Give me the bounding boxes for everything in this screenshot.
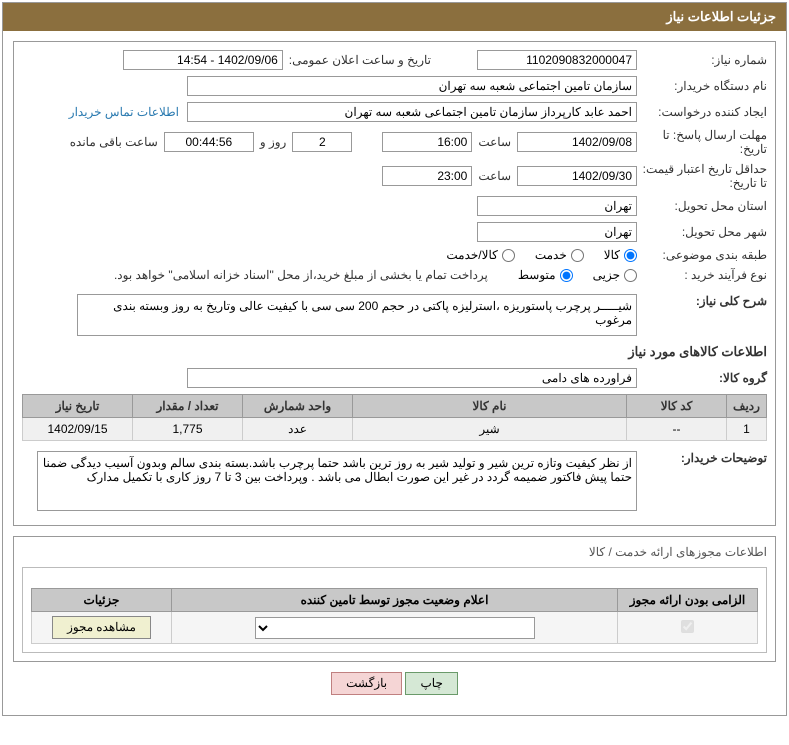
content-area: شماره نیاز: تاریخ و ساعت اعلان عمومی: نا… <box>3 31 786 715</box>
radio-medium-input[interactable] <box>560 269 573 282</box>
radio-service[interactable]: خدمت <box>535 248 584 262</box>
process-label: نوع فرآیند خرید : <box>637 268 767 282</box>
time-label-1: ساعت <box>472 135 517 149</box>
th-status: اعلام وضعیت مجوز توسط تامین کننده <box>172 589 618 612</box>
row-requester: ایجاد کننده درخواست: اطلاعات تماس خریدار <box>22 102 767 122</box>
radio-goods[interactable]: کالا <box>604 248 637 262</box>
process-radio-group: جزیی متوسط <box>518 268 637 282</box>
cell-name: شیر <box>353 418 627 441</box>
mandatory-checkbox <box>681 620 694 633</box>
time-remaining-input[interactable] <box>164 132 254 152</box>
time-label-2: ساعت <box>472 169 517 183</box>
goods-table-header-row: ردیف کد کالا نام کالا واحد شمارش تعداد /… <box>23 395 767 418</box>
row-process: نوع فرآیند خرید : جزیی متوسط پرداخت تمام… <box>22 268 767 282</box>
th-row: ردیف <box>727 395 767 418</box>
description-label: شرح کلی نیاز: <box>637 294 767 308</box>
radio-service-input[interactable] <box>571 249 584 262</box>
announce-datetime-input[interactable] <box>123 50 283 70</box>
license-inner: الزامی بودن ارائه مجوز اعلام وضعیت مجوز … <box>22 567 767 653</box>
th-details: جزئیات <box>32 589 172 612</box>
goods-group-input[interactable] <box>187 368 637 388</box>
license-row: مشاهده مجوز <box>32 612 758 644</box>
panel-header: جزئیات اطلاعات نیاز <box>3 3 786 31</box>
deadline-date-input[interactable] <box>517 132 637 152</box>
cell-mandatory <box>618 612 758 644</box>
license-section-title: اطلاعات مجوزهای ارائه خدمت / کالا <box>22 545 767 559</box>
treasury-note: پرداخت تمام یا بخشی از مبلغ خرید،از محل … <box>114 268 488 282</box>
cell-date: 1402/09/15 <box>23 418 133 441</box>
license-table: الزامی بودن ارائه مجوز اعلام وضعیت مجوز … <box>31 588 758 644</box>
table-row: 1 -- شیر عدد 1,775 1402/09/15 <box>23 418 767 441</box>
form-section-main: شماره نیاز: تاریخ و ساعت اعلان عمومی: نا… <box>13 41 776 526</box>
radio-partial[interactable]: جزیی <box>593 268 637 282</box>
need-number-label: شماره نیاز: <box>637 53 767 67</box>
radio-medium[interactable]: متوسط <box>518 268 573 282</box>
cell-code: -- <box>627 418 727 441</box>
category-label: طبقه بندی موضوعی: <box>637 248 767 262</box>
category-radio-group: کالا خدمت کالا/خدمت <box>446 248 637 262</box>
buyer-org-input[interactable] <box>187 76 637 96</box>
row-need-number: شماره نیاز: تاریخ و ساعت اعلان عمومی: <box>22 50 767 70</box>
th-name: نام کالا <box>353 395 627 418</box>
requester-label: ایجاد کننده درخواست: <box>637 105 767 119</box>
radio-partial-input[interactable] <box>624 269 637 282</box>
status-select[interactable] <box>255 617 535 639</box>
province-input[interactable] <box>477 196 637 216</box>
radio-goods-input[interactable] <box>624 249 637 262</box>
row-validity: حداقل تاریخ اعتبار قیمت: تا تاریخ: ساعت <box>22 162 767 190</box>
license-section: اطلاعات مجوزهای ارائه خدمت / کالا الزامی… <box>13 536 776 662</box>
radio-both-input[interactable] <box>502 249 515 262</box>
panel-title: جزئیات اطلاعات نیاز <box>666 9 776 24</box>
row-province: استان محل تحویل: <box>22 196 767 216</box>
requester-input[interactable] <box>187 102 637 122</box>
print-button[interactable]: چاپ <box>405 672 457 695</box>
cell-row: 1 <box>727 418 767 441</box>
province-label: استان محل تحویل: <box>637 199 767 213</box>
city-input[interactable] <box>477 222 637 242</box>
row-description: شرح کلی نیاز: <box>22 294 767 336</box>
main-panel: جزئیات اطلاعات نیاز شماره نیاز: تاریخ و … <box>2 2 787 716</box>
goods-table: ردیف کد کالا نام کالا واحد شمارش تعداد /… <box>22 394 767 441</box>
row-buyer-notes: توضیحات خریدار: <box>22 451 767 511</box>
row-city: شهر محل تحویل: <box>22 222 767 242</box>
radio-both[interactable]: کالا/خدمت <box>446 248 514 262</box>
validity-date-input[interactable] <box>517 166 637 186</box>
th-mandatory: الزامی بودن ارائه مجوز <box>618 589 758 612</box>
buyer-org-label: نام دستگاه خریدار: <box>637 79 767 93</box>
th-date: تاریخ نیاز <box>23 395 133 418</box>
row-goods-group: گروه کالا: <box>22 368 767 388</box>
button-row: چاپ بازگشت <box>13 662 776 705</box>
cell-status <box>172 612 618 644</box>
deadline-label: مهلت ارسال پاسخ: تا تاریخ: <box>637 128 767 156</box>
row-deadline: مهلت ارسال پاسخ: تا تاریخ: ساعت روز و سا… <box>22 128 767 156</box>
view-license-button[interactable]: مشاهده مجوز <box>52 616 151 639</box>
time-remaining-label: ساعت باقی مانده <box>64 135 164 149</box>
license-header-row: الزامی بودن ارائه مجوز اعلام وضعیت مجوز … <box>32 589 758 612</box>
validity-label: حداقل تاریخ اعتبار قیمت: تا تاریخ: <box>637 162 767 190</box>
days-and-label: روز و <box>254 135 293 149</box>
contact-buyer-link[interactable]: اطلاعات تماس خریدار <box>69 105 179 119</box>
cell-qty: 1,775 <box>133 418 243 441</box>
th-code: کد کالا <box>627 395 727 418</box>
days-remaining-input[interactable] <box>292 132 352 152</box>
goods-section-title: اطلاعات کالاهای مورد نیاز <box>22 344 767 360</box>
goods-group-label: گروه کالا: <box>637 371 767 385</box>
buyer-notes-label: توضیحات خریدار: <box>637 451 767 465</box>
th-unit: واحد شمارش <box>243 395 353 418</box>
need-number-input[interactable] <box>477 50 637 70</box>
city-label: شهر محل تحویل: <box>637 225 767 239</box>
deadline-time-input[interactable] <box>382 132 472 152</box>
buyer-notes-textarea[interactable] <box>37 451 637 511</box>
back-button[interactable]: بازگشت <box>331 672 402 695</box>
description-textarea[interactable] <box>77 294 637 336</box>
row-buyer-org: نام دستگاه خریدار: <box>22 76 767 96</box>
announce-datetime-label: تاریخ و ساعت اعلان عمومی: <box>283 53 437 67</box>
cell-unit: عدد <box>243 418 353 441</box>
validity-time-input[interactable] <box>382 166 472 186</box>
cell-details: مشاهده مجوز <box>32 612 172 644</box>
row-category: طبقه بندی موضوعی: کالا خدمت کالا/خدمت <box>22 248 767 262</box>
th-qty: تعداد / مقدار <box>133 395 243 418</box>
